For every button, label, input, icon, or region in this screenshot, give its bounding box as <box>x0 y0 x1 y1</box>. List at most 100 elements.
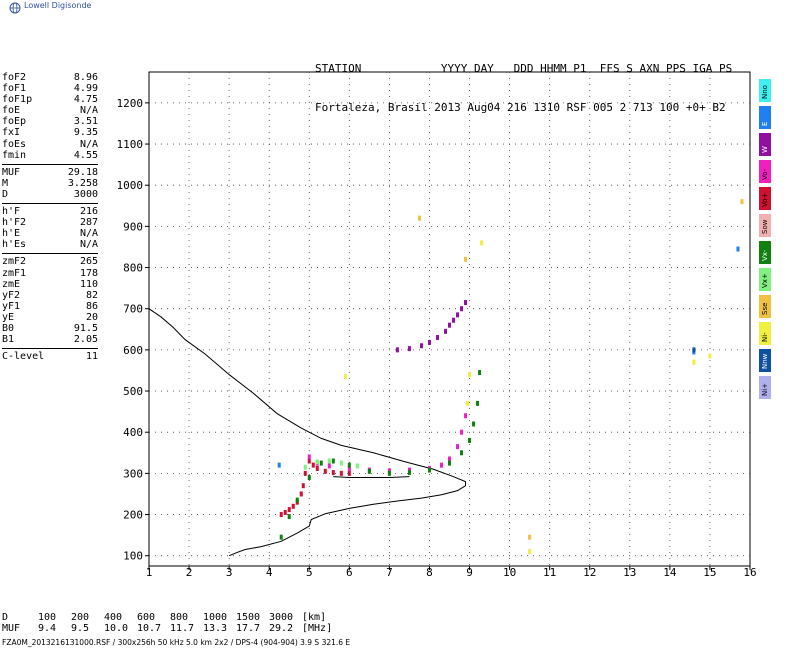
echo-point <box>303 470 307 476</box>
legend-swatch <box>759 349 771 372</box>
echo-point <box>395 347 399 353</box>
echo-point <box>311 462 315 468</box>
echo-point <box>331 470 335 476</box>
param-value: 3.51 <box>73 116 98 128</box>
distance-value: [km] <box>302 612 327 623</box>
echo-point <box>740 199 744 205</box>
echo-point <box>443 328 447 334</box>
y-tick-label: 500 <box>123 385 143 398</box>
distance-value: 400 <box>104 612 123 623</box>
param-value: 8.96 <box>73 72 98 83</box>
param-row: foF2 8.96 <box>2 72 98 83</box>
echo-point <box>367 468 371 474</box>
x-tick-label: 16 <box>743 566 756 579</box>
param-name: foF2 <box>2 72 27 83</box>
legend-swatch <box>759 160 771 183</box>
logo-text: Lowell Digisonde <box>24 1 92 10</box>
param-row: foF1p 4.75 <box>2 94 98 105</box>
param-value: 86 <box>85 300 98 312</box>
legend-swatch <box>759 268 771 291</box>
param-name: h'Es <box>2 239 27 251</box>
y-tick-label: 600 <box>123 344 143 357</box>
param-separator <box>2 163 98 165</box>
distance-label: D <box>2 612 9 623</box>
param-row: zmE 110 <box>2 279 98 290</box>
distance-value: 1500 <box>236 612 261 623</box>
echo-point <box>435 335 439 341</box>
y-tick-label: 200 <box>123 509 143 522</box>
echo-point <box>407 346 411 352</box>
echo-point <box>417 215 421 221</box>
echo-point <box>323 468 327 474</box>
distance-value: 800 <box>170 612 189 623</box>
echo-point <box>303 464 307 470</box>
param-name: foEp <box>2 116 27 128</box>
param-name: zmE <box>2 278 21 290</box>
param-value: N/A <box>79 239 98 251</box>
echo-point <box>427 467 431 473</box>
legend-label: Vo- <box>761 168 769 180</box>
x-tick-label: 3 <box>226 566 233 579</box>
param-row: foEs N/A <box>2 139 98 150</box>
param-row: yF2 82 <box>2 290 98 301</box>
param-row: h'E N/A <box>2 228 98 239</box>
muf-row: MUF 9.4 9.5 10.0 10.7 11.7 13.3 17.7 29.2 [MHz] <box>2 623 335 634</box>
param-name: h'F <box>2 206 21 218</box>
legend-swatch <box>759 133 771 156</box>
distance-value: 100 <box>38 612 57 623</box>
x-tick-label: 13 <box>623 566 636 579</box>
distance-value: 1000 <box>203 612 228 623</box>
echo-point <box>736 246 740 252</box>
echo-point <box>277 462 281 468</box>
param-separator <box>2 203 98 205</box>
legend-label: Nnw <box>761 353 769 369</box>
x-tick-label: 11 <box>543 566 556 579</box>
y-tick-label: 1200 <box>117 97 144 110</box>
echo-point <box>460 429 464 435</box>
param-name: M <box>2 177 9 189</box>
echo-point <box>480 240 484 246</box>
x-tick-label: 5 <box>306 566 313 579</box>
x-tick-label: 6 <box>346 566 353 579</box>
y-tick-label: 700 <box>123 303 143 316</box>
scaled-trace-line <box>333 476 410 478</box>
param-value: 9.35 <box>73 127 98 139</box>
echo-point <box>460 450 464 456</box>
echo-point <box>468 372 472 378</box>
legend-label: E <box>761 122 769 126</box>
echo-point <box>448 460 451 466</box>
param-name: h'E <box>2 228 21 240</box>
param-row: M 3.258 <box>2 178 98 189</box>
x-tick-label: 15 <box>703 566 716 579</box>
param-name: yF2 <box>2 289 21 301</box>
echo-point <box>279 534 283 540</box>
y-tick-label: 1000 <box>117 179 144 192</box>
echo-point <box>283 509 287 515</box>
param-row: foF1 4.99 <box>2 83 98 94</box>
distance-value: 600 <box>137 612 156 623</box>
echo-point <box>448 456 451 462</box>
param-value: 11 <box>85 351 98 363</box>
param-value: 287 <box>79 217 98 229</box>
muf-distance-table: D 100 200 400 600 800 1000 1500 3000 [km] MUF 9.4 9… <box>2 612 335 634</box>
distance-value: 3000 <box>269 612 294 623</box>
param-name: C-level <box>2 351 45 363</box>
param-value: 216 <box>79 206 98 218</box>
echo-point <box>407 470 411 476</box>
param-row: MUF 29.18 <box>2 167 98 178</box>
param-value: 3.258 <box>67 177 98 189</box>
param-name: yF1 <box>2 300 21 312</box>
echo-point <box>427 339 431 345</box>
param-name: fmin <box>2 149 27 161</box>
legend-swatch <box>759 187 771 210</box>
echo-point <box>460 306 464 312</box>
param-value: 82 <box>85 289 98 301</box>
legend-label: Vo+ <box>761 192 769 207</box>
muf-value: 11.7 <box>170 623 195 634</box>
echo-point <box>331 458 335 464</box>
echo-point <box>327 458 331 464</box>
echo-point <box>339 470 343 476</box>
param-row: h'F2 287 <box>2 217 98 228</box>
echo-point <box>476 400 480 406</box>
legend-label: Ni+ <box>761 383 769 396</box>
